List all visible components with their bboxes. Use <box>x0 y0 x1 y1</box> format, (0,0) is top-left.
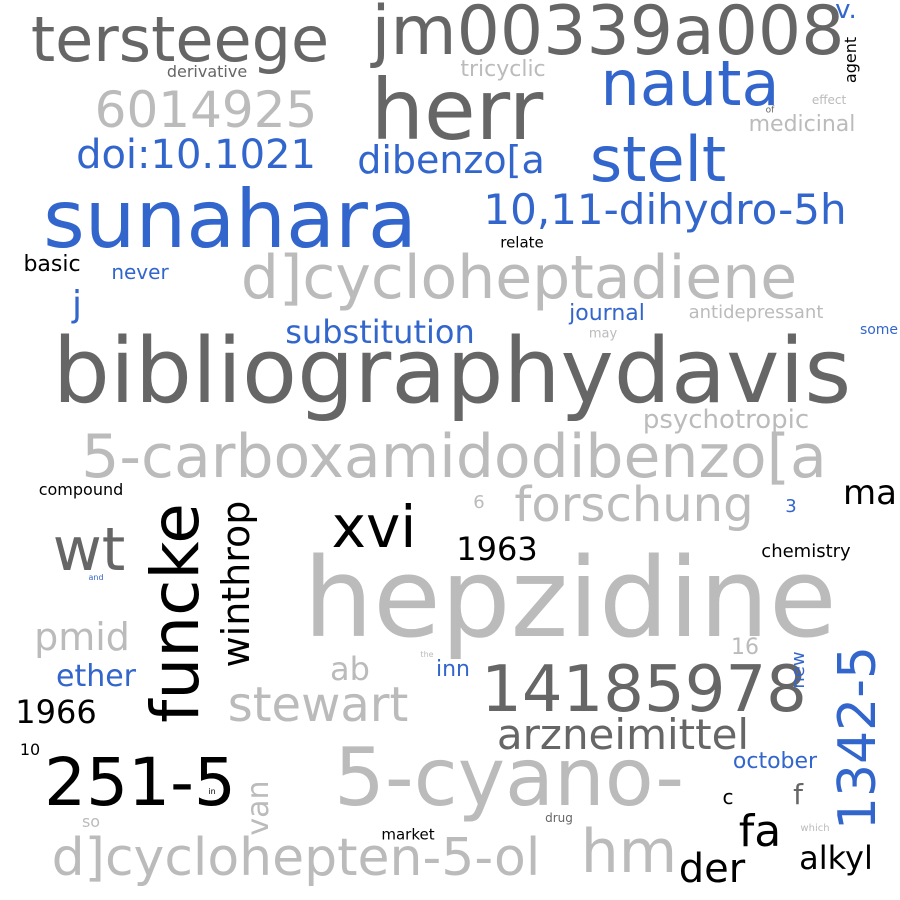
word-6014925: 6014925 <box>94 81 318 139</box>
word-alkyl: alkyl <box>799 839 873 877</box>
word-substitution: substitution <box>285 313 475 351</box>
word-some: some <box>859 322 899 338</box>
word-jm00339a008: jm00339a008 <box>371 0 845 71</box>
word-nauta: nauta <box>600 47 780 120</box>
word-so: so <box>81 812 101 831</box>
word-in: in <box>208 787 216 796</box>
word-medicinal: medicinal <box>748 112 856 137</box>
word-derivative: derivative <box>166 62 248 81</box>
word-wt: wt <box>52 515 126 585</box>
word-10: 10 <box>19 740 41 759</box>
word-psychotropic: psychotropic <box>642 405 810 435</box>
word-never: never <box>111 260 169 284</box>
word-der: der <box>678 846 746 892</box>
word-1966: 1966 <box>15 693 97 731</box>
word-drug: drug <box>545 811 573 825</box>
word-october: october <box>732 749 818 774</box>
word-relate: relate <box>500 233 544 252</box>
word-of: of <box>765 105 775 116</box>
word-sunahara: sunahara <box>43 173 417 266</box>
word-antidepressant: antidepressant <box>688 302 824 323</box>
word-may: may <box>588 326 618 342</box>
word-ether: ether <box>55 659 137 694</box>
word-basic: basic <box>23 252 81 277</box>
word-dibenzo-a: dibenzo[a <box>357 138 545 182</box>
word-arzneimittel: arzneimittel <box>496 710 750 759</box>
word-d-cyclohepten: d]cyclohepten-5-ol <box>51 828 541 888</box>
word-1342-5: 1342-5 <box>828 645 888 831</box>
word-5-cyano: 5-cyano- <box>333 731 685 824</box>
word-ma: ma <box>843 473 897 513</box>
word-3: 3 <box>785 496 797 517</box>
word-carboxamidodibenzo: 5-carboxamidodibenzo[a <box>81 422 827 492</box>
word-journal: journal <box>569 301 645 326</box>
word-which: which <box>800 823 830 834</box>
word-agent: agent <box>841 36 860 84</box>
word-f: f <box>793 778 803 811</box>
word-pmid: pmid <box>34 615 130 659</box>
word-bibliographydavis: bibliographydavis <box>52 319 852 424</box>
word-doi: doi:10.1021 <box>76 132 316 178</box>
word-hepzidine: hepzidine <box>303 534 837 662</box>
word-the: the <box>420 650 434 659</box>
word-funcke: funcke <box>137 503 214 723</box>
word-chemistry: chemistry <box>761 541 851 562</box>
word-d-cycloheptadiene: d]cycloheptadiene <box>240 243 798 313</box>
word-16: 16 <box>731 635 759 660</box>
word-6: 6 <box>473 492 485 513</box>
word-hm: hm <box>580 817 678 887</box>
word-winthrop: winthrop <box>214 500 258 668</box>
word-14185978: 14185978 <box>481 653 807 727</box>
word-v: v. <box>835 0 857 25</box>
word-tersteege: tersteege <box>30 3 330 76</box>
word-251-5: 251-5 <box>44 744 236 821</box>
word-j: j <box>71 284 83 325</box>
word-xvi: xvi <box>331 493 417 561</box>
word-herr: herr <box>370 61 544 159</box>
word-tricyclic: tricyclic <box>460 57 546 82</box>
word-new: new <box>788 651 809 689</box>
word-effect: effect <box>811 93 847 107</box>
word-stewart: stewart <box>227 677 409 733</box>
word-1963: 1963 <box>456 530 538 568</box>
word-forschung: forschung <box>514 477 754 533</box>
word-and: and <box>88 573 104 582</box>
word-inn: inn <box>436 657 470 682</box>
word-ab: ab <box>330 650 370 688</box>
word-c: c <box>722 785 734 809</box>
word-fa: fa <box>738 806 782 857</box>
word-compound: compound <box>38 480 124 499</box>
word-dihydro: 10,11-dihydro-5h <box>483 185 847 234</box>
word-market: market <box>381 825 435 844</box>
word-stelt: stelt <box>589 123 727 196</box>
